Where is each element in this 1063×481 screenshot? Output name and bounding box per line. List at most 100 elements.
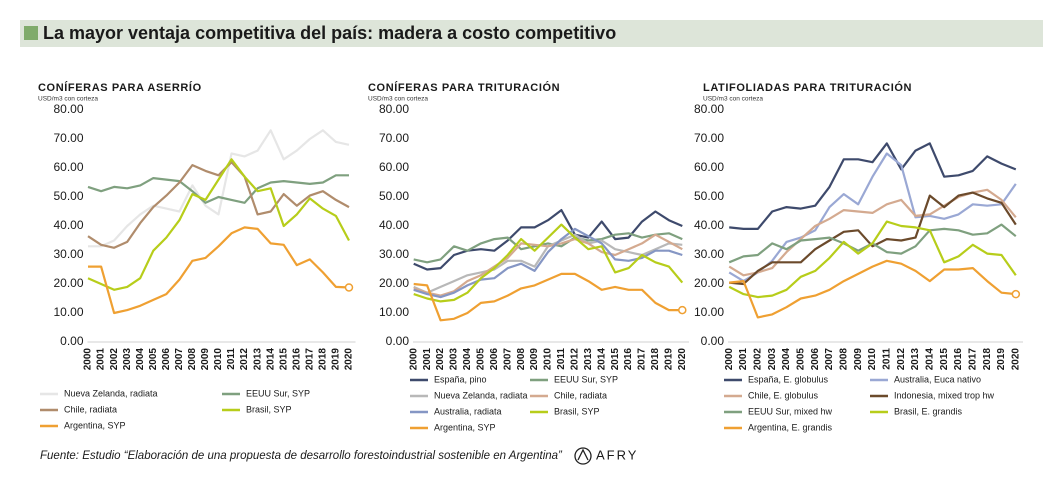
x-tick-label: 2017 <box>304 348 315 371</box>
x-tick-label: 2012 <box>239 348 250 371</box>
y-tick-label: 40.00 <box>694 218 724 232</box>
chart-title: CONÍFERAS PARA TRITURACIÓN <box>368 81 560 94</box>
legend-label: Brasil, SYP <box>554 406 600 416</box>
y-tick-label: 20.00 <box>694 276 724 290</box>
chart-title: LATIFOLIADAS PARA TRITURACIÓN <box>703 81 912 94</box>
x-tick-label: 2019 <box>663 348 674 371</box>
y-tick-label: 40.00 <box>379 218 409 232</box>
logo: AFRY <box>596 447 638 462</box>
x-tick-label: 2013 <box>910 348 921 371</box>
legend-label: Chile, radiata <box>554 390 607 400</box>
x-tick-label: 2013 <box>583 348 594 371</box>
x-tick-label: 2016 <box>953 348 964 371</box>
legend-label: España, pino <box>434 374 487 384</box>
x-tick-label: 2020 <box>344 348 355 371</box>
title-bar <box>20 20 1043 47</box>
x-tick-label: 2012 <box>896 348 907 371</box>
x-tick-label: 2014 <box>265 348 276 371</box>
x-tick-label: 2005 <box>148 348 159 371</box>
y-axis-label: USD/m3 con corteza <box>38 96 98 103</box>
y-tick-label: 40.00 <box>53 218 83 232</box>
legend-label: Argentina, E. grandis <box>748 422 833 432</box>
legend-label: EEUU Sur, mixed hw <box>748 406 833 416</box>
x-tick-label: 2005 <box>475 348 486 371</box>
series-line <box>729 191 1017 286</box>
x-tick-label: 2016 <box>623 348 634 371</box>
x-tick-label: 2018 <box>982 348 993 371</box>
x-tick-label: 2004 <box>135 348 146 371</box>
series-line <box>413 233 683 297</box>
x-tick-label: 2014 <box>924 348 935 371</box>
x-tick-label: 2013 <box>252 348 263 371</box>
series-line <box>413 232 683 264</box>
x-tick-label: 2000 <box>724 348 735 371</box>
end-marker <box>678 305 687 315</box>
y-tick-label: 70.00 <box>379 131 409 145</box>
legend-label: Indonesia, mixed trop hw <box>894 390 995 400</box>
x-tick-label: 2007 <box>174 348 185 371</box>
x-tick-label: 2003 <box>122 348 133 371</box>
x-tick-label: 2017 <box>967 348 978 371</box>
series-line <box>729 259 1016 319</box>
legend-label: Brasil, SYP <box>246 404 292 414</box>
series-line <box>728 220 1017 299</box>
series-line <box>413 272 683 322</box>
x-tick-label: 2009 <box>200 348 211 371</box>
legend-label: Nueva Zelanda, radiata <box>434 390 528 400</box>
legend-label: Chile, E. globulus <box>748 390 819 400</box>
series-line <box>87 174 349 204</box>
legend-label: Australia, Euca nativo <box>894 374 981 384</box>
x-tick-label: 2003 <box>767 348 778 371</box>
x-tick-label: 2016 <box>291 348 302 371</box>
legend-label: EEUU Sur, SYP <box>246 388 310 398</box>
x-tick-label: 2009 <box>853 348 864 371</box>
y-tick-label: 20.00 <box>53 276 83 290</box>
x-tick-label: 2007 <box>824 348 835 371</box>
logo-mark <box>577 448 589 461</box>
x-tick-label: 2020 <box>1010 348 1021 371</box>
y-axis-label: USD/m3 con corteza <box>703 96 763 103</box>
x-tick-label: 2015 <box>610 348 621 371</box>
x-tick-label: 2012 <box>569 348 580 371</box>
x-tick-label: 2006 <box>161 348 172 371</box>
end-marker <box>344 283 354 292</box>
y-tick-label: 70.00 <box>694 131 724 145</box>
x-tick-label: 2017 <box>637 348 648 371</box>
series-line <box>413 223 684 303</box>
series-line <box>728 152 1017 283</box>
y-tick-label: 0.00 <box>386 334 410 348</box>
x-tick-label: 2003 <box>449 348 460 371</box>
legend-label: España, E. globulus <box>748 374 829 384</box>
x-tick-label: 2014 <box>596 348 607 371</box>
y-tick-label: 50.00 <box>379 189 409 203</box>
x-tick-label: 2015 <box>278 348 289 371</box>
x-tick-label: 2004 <box>462 348 473 371</box>
y-tick-label: 80.00 <box>53 102 83 116</box>
legend-label: Brasil, E. grandis <box>894 406 963 416</box>
end-marker <box>1011 289 1021 299</box>
title-square <box>24 26 38 40</box>
x-tick-label: 2019 <box>996 348 1007 371</box>
y-tick-label: 50.00 <box>694 189 724 203</box>
y-tick-label: 10.00 <box>53 305 83 319</box>
chart-title: CONÍFERAS PARA ASERRÍO <box>38 81 202 94</box>
legend-label: Australia, radiata <box>434 406 502 416</box>
x-tick-label: 2018 <box>318 348 329 371</box>
logo-icon <box>574 447 592 465</box>
y-tick-label: 70.00 <box>53 131 83 145</box>
x-tick-label: 2004 <box>781 348 792 371</box>
y-tick-label: 30.00 <box>694 247 724 261</box>
legend-label: Argentina, SYP <box>64 420 126 430</box>
x-tick-label: 2011 <box>881 348 892 370</box>
x-tick-label: 2011 <box>226 348 237 370</box>
y-tick-label: 10.00 <box>379 305 409 319</box>
x-tick-label: 2010 <box>867 348 878 371</box>
x-tick-label: 2011 <box>556 348 567 370</box>
x-tick-label: 2010 <box>543 348 554 371</box>
y-tick-label: 80.00 <box>694 102 724 116</box>
y-tick-label: 30.00 <box>53 247 83 261</box>
series-line <box>413 209 683 271</box>
x-tick-label: 2008 <box>838 348 849 371</box>
y-tick-label: 20.00 <box>379 276 409 290</box>
legend-label: Chile, radiata <box>64 404 117 414</box>
